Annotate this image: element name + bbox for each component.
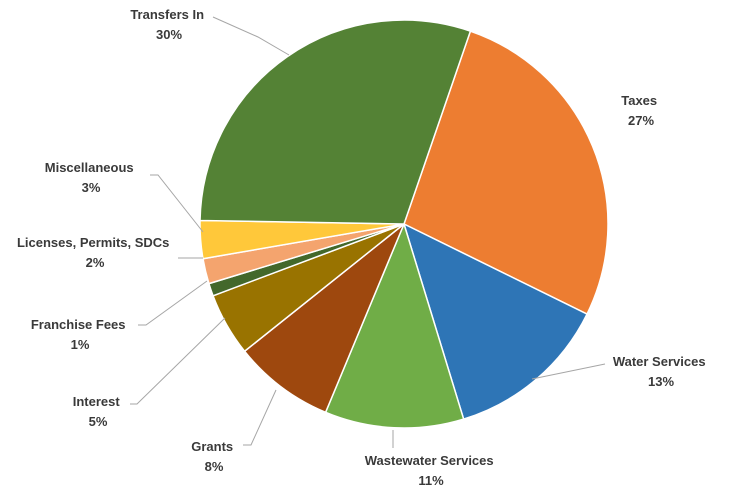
pie-slice-transfers-in: [199, 19, 472, 225]
label-transfers-in: Transfers In 30%: [130, 7, 207, 42]
pie-slice-grants: [243, 223, 405, 414]
leader-line-franchise-fees: [138, 280, 208, 326]
label-taxes: Taxes 27%: [621, 93, 661, 128]
leader-line-interest: [130, 317, 226, 405]
pie-slice-wastewater-services: [324, 221, 465, 429]
leader-line-transfers-in: [212, 16, 290, 56]
pie-slice-taxes: [403, 30, 609, 316]
label-grants: Grants 8%: [191, 439, 237, 474]
pie-slices: [199, 19, 609, 429]
leader-lines: [130, 16, 606, 448]
label-interest: Interest 5%: [73, 394, 124, 429]
label-licenses-permits-sdcs: Licenses, Permits, SDCs 2%: [17, 235, 173, 270]
label-wastewater-services: Wastewater Services 11%: [365, 453, 498, 488]
label-franchise-fees: Franchise Fees 1%: [31, 317, 129, 352]
leader-line-miscellaneous: [150, 174, 204, 233]
leader-line-water-services: [531, 363, 606, 380]
label-water-services: Water Services 13%: [613, 354, 709, 389]
pie-slice-water-services: [402, 222, 589, 421]
leader-line-grants: [243, 389, 277, 446]
data-labels: Transfers In 30% Taxes 27% Water Service…: [17, 7, 709, 488]
label-miscellaneous: Miscellaneous 3%: [45, 160, 138, 195]
